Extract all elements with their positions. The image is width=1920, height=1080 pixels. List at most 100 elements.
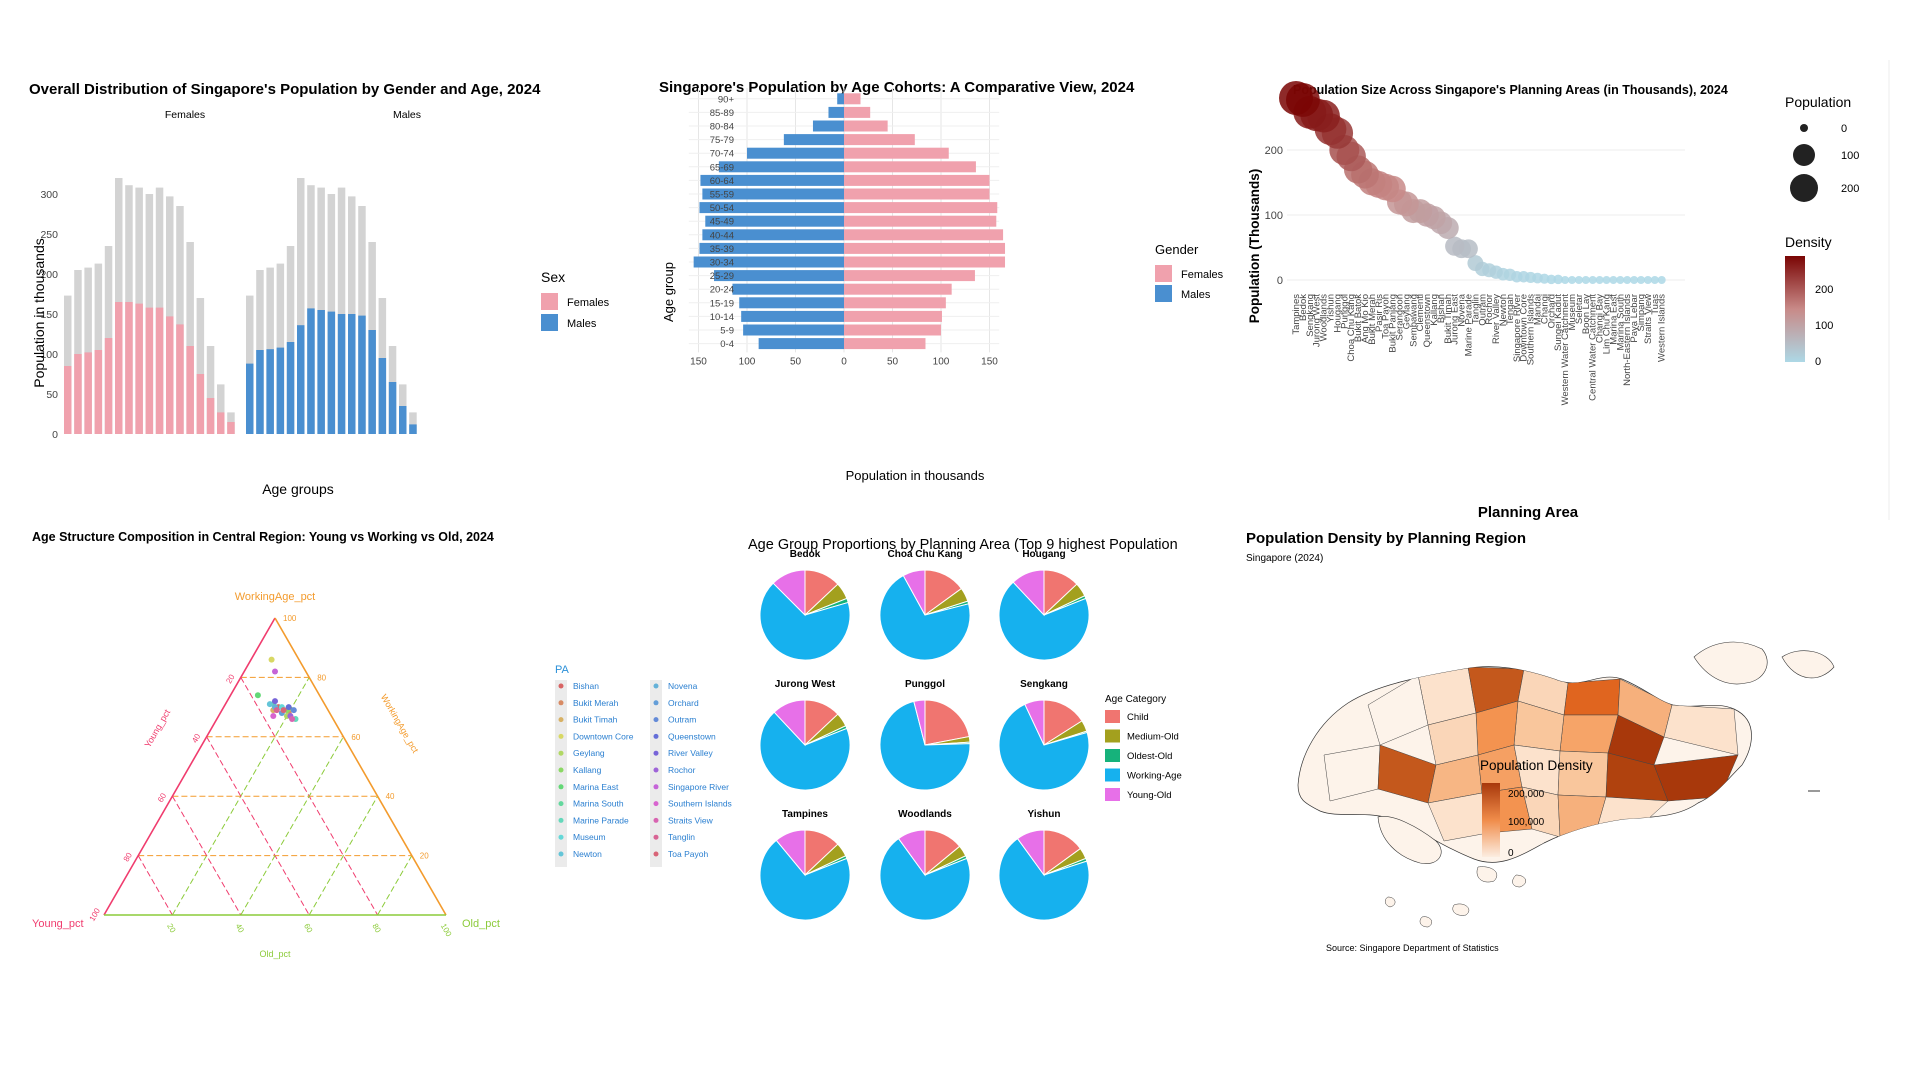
facet-label-females: Females: [165, 109, 205, 121]
x-tick-label: Orchard: [1546, 294, 1557, 328]
bar-total: [64, 295, 72, 434]
x-tick-label: Mandai: [1533, 294, 1544, 325]
age-group-label: 85-89: [710, 108, 734, 119]
pulau-ubin: [1693, 641, 1768, 685]
legend-dot: [653, 834, 659, 840]
pie-panel-title: Woodlands: [898, 809, 952, 820]
bar-males: [358, 315, 366, 434]
point: [289, 715, 296, 722]
pie-panel-title: Choa Chu Kang: [888, 549, 963, 560]
pie-slice-young-old: [775, 829, 806, 877]
legend-dot: [653, 683, 659, 689]
age-cohort-pyramid-chart: Singapore's Population by Age Cohorts: A…: [659, 79, 1224, 483]
x-tick-label: Woodlands: [1319, 294, 1330, 342]
y-tick-label: 200: [40, 269, 58, 281]
legend-dot: [653, 717, 659, 723]
pie-slice-working-age: [879, 574, 971, 661]
size-legend-label-200: 200: [1841, 183, 1859, 195]
bar-females: [115, 302, 123, 434]
legend-swatch-males: [541, 314, 558, 331]
legend-label-males: Males: [567, 318, 597, 330]
x-tick-label: Changi Bay: [1595, 294, 1606, 343]
bubble-marina-east: [1609, 276, 1618, 284]
bubble-north-eastern-islands: [1623, 276, 1632, 284]
legend-label: Rochor: [668, 765, 696, 775]
bar-total: [337, 187, 346, 434]
x-tick-label: 150: [981, 356, 998, 367]
legend-dot: [653, 700, 659, 706]
bubble-tanglin: [1467, 255, 1484, 272]
x-tick-label: Queenstown: [1422, 294, 1433, 347]
x-tick-label: Choa Chu Kang: [1346, 294, 1357, 362]
x-tick-label: Bishan: [1436, 294, 1447, 323]
bar-females: [217, 412, 225, 434]
x-tick-label: Paya Lebar: [1629, 294, 1640, 343]
legend-label: River Valley: [668, 748, 713, 758]
bar-males: [699, 202, 844, 214]
gender-age-facet-chart: Overall Distribution of Singapore's Popu…: [29, 81, 610, 497]
x-tick-label: Marina East: [1608, 294, 1619, 345]
x-tick-label: 150: [690, 356, 707, 367]
bubble-simpang: [1637, 276, 1645, 284]
bar-females: [94, 350, 103, 434]
tick-young: 20: [224, 672, 237, 685]
point: [270, 713, 277, 720]
x-tick-label: Serangoon: [1395, 294, 1406, 340]
bar-males: [693, 256, 844, 268]
x-tick-label: Clementi: [1415, 294, 1426, 332]
bar-females: [844, 338, 926, 350]
bar-total: [84, 267, 92, 434]
grid-old: [377, 855, 413, 916]
pie-slice-young-old: [913, 699, 926, 746]
x-tick-label: 0: [841, 356, 847, 367]
legend-label: Working-Age: [1127, 771, 1182, 782]
y-tick-label: 0: [1277, 275, 1283, 287]
y-tick-label: 100: [40, 349, 58, 361]
map-region: [1563, 678, 1621, 716]
legend-dot: [558, 683, 564, 689]
bar-males: [276, 347, 285, 434]
bar-total: [409, 412, 417, 434]
ternary-side-label-young: Young_pct: [143, 707, 173, 749]
bubble-boon-lay: [1581, 276, 1590, 284]
bar-females: [145, 307, 154, 434]
bubble-tuas: [1650, 276, 1659, 284]
age-group-pie-grid-chart: Age Group Proportions by Planning Area (…: [748, 537, 1182, 921]
legend-label: Young-Old: [1127, 790, 1172, 801]
y-tick-label: 100: [1265, 210, 1283, 222]
x-tick-label: Pasir Ris: [1374, 294, 1385, 332]
x-tick-label: Tengah: [1505, 294, 1516, 325]
legend-label: Child: [1127, 712, 1149, 723]
map-colorbar: [1482, 783, 1500, 857]
bubble-straits-view: [1643, 276, 1652, 284]
legend-panel-1: [555, 680, 567, 867]
bubble-lim-chu-kang: [1602, 276, 1611, 284]
x-tick-label: Bedok: [1298, 294, 1309, 321]
bar-males: [783, 134, 844, 146]
x-tick-label: Boon Lay: [1581, 294, 1592, 334]
bar-males: [307, 308, 315, 434]
pie-slice-working-age: [759, 839, 851, 921]
ternary-axis-left-label: Young_pct: [32, 918, 84, 930]
bar-females: [74, 354, 82, 434]
age-group-label: 80-84: [710, 122, 734, 133]
bar-males: [743, 324, 844, 336]
ternary-age-structure-chart: Age Structure Composition in Central Reg…: [32, 530, 732, 959]
chart1-ylabel: Population in thousands: [31, 238, 47, 387]
bar-females: [64, 366, 72, 434]
legend-label: Geylang: [573, 748, 605, 758]
southern-islands: [1385, 866, 1527, 928]
legend-dot: [558, 784, 564, 790]
pie-slice-working-age: [879, 700, 971, 791]
size-legend-dot-0: [1800, 124, 1808, 132]
size-legend-dot-100: [1793, 144, 1815, 166]
x-tick-label: Sembawang: [1408, 294, 1419, 347]
age-group-label: 40-44: [710, 230, 734, 241]
jurong-island: [1377, 816, 1442, 864]
pie-panel-title: Punggol: [905, 679, 945, 690]
x-tick-label: Jurong West: [1312, 294, 1323, 348]
bar-males: [758, 338, 844, 350]
x-tick-label: Yishun: [1326, 294, 1337, 323]
pie-panel-title: Bedok: [790, 549, 821, 560]
x-tick-label: Changi: [1539, 294, 1550, 324]
